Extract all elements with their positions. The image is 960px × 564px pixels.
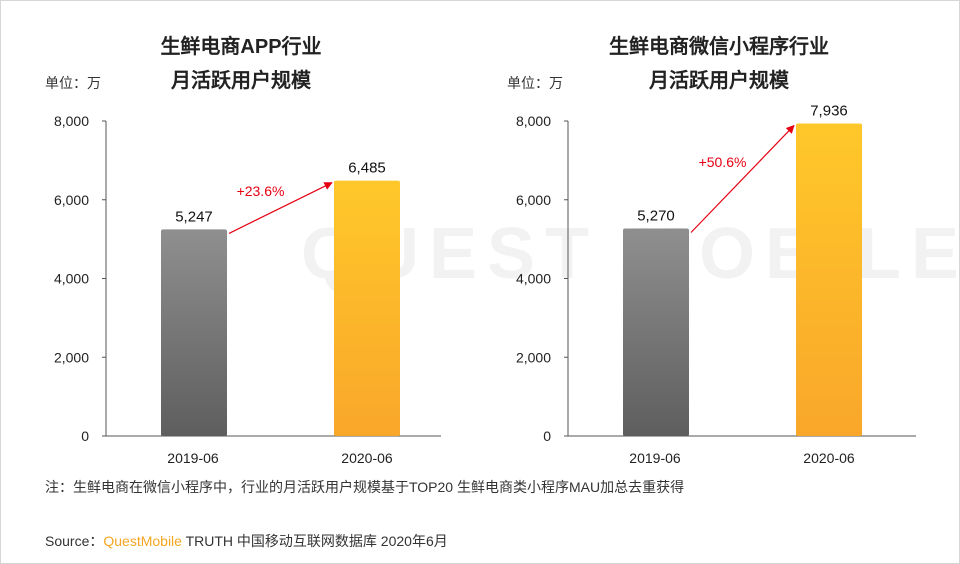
y-tick-label: 8,000	[516, 113, 551, 129]
bar-2020-06	[334, 180, 400, 436]
bar-value-label: 5,247	[175, 208, 213, 225]
source-suffix: TRUTH 中国移动互联网数据库 2020年6月	[181, 533, 448, 549]
y-tick-label: 2,000	[54, 349, 89, 365]
charts-canvas: 生鲜电商APP行业月活跃用户规模单位：万02,0004,0006,0008,00…	[45, 34, 916, 466]
footnote: 注：生鲜电商在微信小程序中，行业的月活跃用户规模基于TOP20 生鲜电商类小程序…	[45, 479, 685, 495]
growth-label: +50.6%	[699, 154, 747, 170]
y-tick-label: 0	[543, 428, 551, 444]
bar-2020-06	[796, 123, 862, 437]
chart-title-line1: 生鲜电商APP行业	[160, 34, 321, 58]
y-tick-label: 6,000	[516, 192, 551, 208]
y-tick-label: 6,000	[54, 192, 89, 208]
x-tick-label: 2020-06	[803, 450, 855, 466]
chart-title-line2: 月活跃用户规模	[170, 68, 312, 92]
y-tick-label: 0	[81, 428, 89, 444]
chart-title-line1: 生鲜电商微信小程序行业	[609, 34, 829, 58]
y-tick-label: 8,000	[54, 113, 89, 129]
x-tick-label: 2020-06	[341, 450, 393, 466]
growth-arrow	[228, 182, 333, 234]
unit-label: 单位：万	[507, 75, 563, 91]
unit-label: 单位：万	[45, 75, 101, 91]
bar-value-label: 5,270	[637, 207, 675, 224]
y-tick-label: 4,000	[516, 271, 551, 287]
source-brand: QuestMobile	[103, 533, 182, 549]
growth-arrow	[690, 124, 795, 233]
y-tick-label: 2,000	[516, 349, 551, 365]
bar-value-label: 6,485	[348, 160, 386, 177]
source-prefix: Source：	[45, 533, 104, 549]
x-tick-label: 2019-06	[167, 450, 219, 466]
bar-2019-06	[623, 228, 689, 436]
bar-value-label: 7,936	[810, 103, 848, 120]
growth-label: +23.6%	[237, 183, 285, 199]
source-line: Source：QuestMobile TRUTH 中国移动互联网数据库 2020…	[45, 531, 448, 551]
bar-2019-06	[161, 229, 227, 436]
chart-title-line2: 月活跃用户规模	[648, 68, 790, 92]
y-tick-label: 4,000	[54, 271, 89, 287]
x-tick-label: 2019-06	[629, 450, 681, 466]
